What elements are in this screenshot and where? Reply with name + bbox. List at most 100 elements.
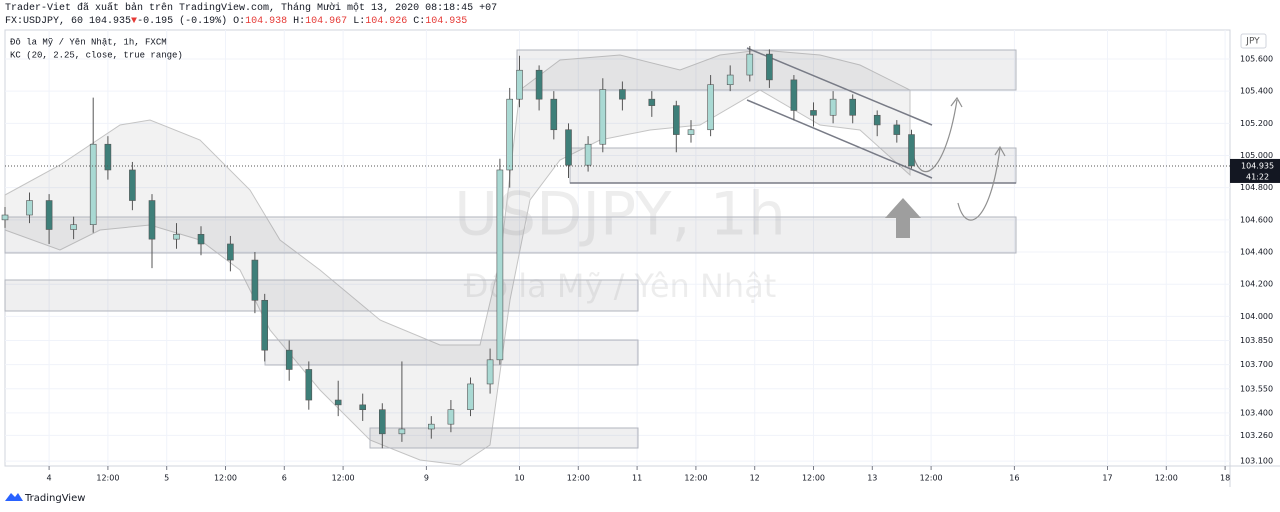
currency[interactable]: JPY: [1245, 37, 1260, 47]
candle-body: [148, 200, 156, 240]
last-price-label: 104.935: [1241, 161, 1274, 170]
x-tick-label: 12: [750, 474, 760, 483]
high-label: H:: [293, 16, 306, 27]
last-price-box: [1230, 158, 1280, 183]
change: -0.195 (-0.19%): [137, 16, 228, 27]
y-tick-label: 105.600: [1240, 54, 1273, 63]
candle-body: [285, 349, 293, 370]
x-tick-label: 12:00: [684, 474, 707, 483]
candle-body: [584, 143, 592, 166]
x-tick-label: 12:00: [920, 474, 943, 483]
candle-body: [1, 214, 9, 221]
y-tick-label: 103.700: [1240, 360, 1273, 369]
candle-body: [45, 200, 53, 230]
low: 104.926: [365, 16, 408, 27]
x-tick-label: 10: [514, 474, 524, 483]
y-tick-label: 105.000: [1240, 151, 1273, 160]
x-tick-label: 17: [1102, 474, 1112, 483]
series-legend: Đô la Mỹ / Yên Nhật, 1h, FXCM: [10, 37, 167, 47]
y-tick-label: 103.850: [1240, 336, 1273, 345]
y-tick-label: 104.200: [1240, 280, 1273, 289]
candle-body: [707, 84, 714, 131]
x-tick-label: 6: [282, 474, 287, 483]
brand: TradingView: [24, 493, 85, 504]
y-tick-label: 103.550: [1240, 384, 1273, 393]
zone: [4, 216, 1017, 254]
candle-body: [26, 200, 33, 216]
candle-body: [726, 74, 734, 86]
candle-body: [672, 105, 680, 135]
brand-logo: [5, 493, 23, 501]
channel-top: [746, 47, 933, 126]
candle-body: [687, 129, 695, 135]
zone: [264, 339, 639, 366]
up-arrow: [885, 198, 921, 238]
candle-body: [427, 423, 435, 430]
x-tick-label: 9: [424, 474, 429, 483]
currency-button[interactable]: [1240, 33, 1267, 49]
candle-body: [334, 399, 342, 406]
x-tick-label: 12:00: [1155, 474, 1178, 483]
y-tick-label: 104.000: [1240, 312, 1273, 321]
candle-body: [746, 53, 754, 76]
candle-body: [829, 98, 837, 116]
x-tick-label: 12:00: [567, 474, 590, 483]
symbol: FX:USDJPY, 60: [5, 16, 84, 27]
candle-body: [790, 79, 798, 111]
candle-body: [908, 134, 915, 167]
x-tick-label: 12:00: [802, 474, 825, 483]
candle-body: [486, 359, 494, 385]
candle-body: [447, 409, 455, 425]
candle-body: [496, 169, 504, 361]
x-tick-label: 5: [164, 474, 169, 483]
candle-body: [810, 110, 817, 116]
y-tick-label: 105.400: [1240, 87, 1273, 96]
high: 104.967: [305, 16, 348, 27]
x-tick-label: 12:00: [332, 474, 355, 483]
last: 104.935: [89, 16, 132, 27]
candle-body: [565, 129, 572, 166]
candles: [1, 46, 915, 449]
candle-body: [849, 98, 857, 116]
candle-body: [516, 69, 523, 100]
y-tick-label: 103.260: [1240, 431, 1273, 440]
y-tick-label: 104.600: [1240, 215, 1273, 224]
candle-body: [359, 404, 367, 410]
candle-body: [129, 169, 136, 201]
candle-body: [104, 143, 112, 171]
candle-body: [648, 98, 656, 106]
arrow: ▼: [131, 16, 138, 27]
curve-arrow: [911, 96, 963, 173]
zone: [569, 147, 1017, 184]
candle-body: [89, 143, 97, 225]
open: 104.938: [245, 16, 288, 27]
zone: [4, 279, 639, 312]
x-tick-label: 18: [1220, 474, 1230, 483]
y-tick-label: 103.400: [1240, 408, 1273, 417]
publisher-line: Trader-Viet đã xuất bản trên TradingView…: [5, 3, 498, 14]
x-tick-label: 4: [47, 474, 52, 483]
x-tick-label: 11: [632, 474, 642, 483]
candle-body: [550, 98, 558, 131]
candle-body: [251, 259, 259, 301]
zone: [369, 427, 639, 449]
channel-bottom: [746, 99, 933, 179]
y-tick-label: 103.100: [1240, 457, 1273, 466]
candle-body: [619, 89, 626, 100]
candle-body: [173, 234, 180, 240]
curve-arrow: [957, 145, 1006, 221]
candle-body: [70, 224, 77, 230]
candle-body: [378, 409, 386, 435]
watermark: USDJPY, 1h: [454, 180, 786, 250]
candle-body: [506, 98, 514, 171]
candle-body: [227, 243, 234, 261]
candle-body: [261, 299, 269, 351]
y-tick-label: 104.800: [1240, 183, 1273, 192]
countdown: 41:22: [1246, 172, 1269, 181]
candle-body: [398, 428, 406, 435]
x-tick-label: 13: [867, 474, 877, 483]
y-tick-label: 104.400: [1240, 248, 1273, 257]
indicator-legend: KC (20, 2.25, close, true range): [10, 50, 183, 60]
candle-body: [305, 369, 313, 401]
